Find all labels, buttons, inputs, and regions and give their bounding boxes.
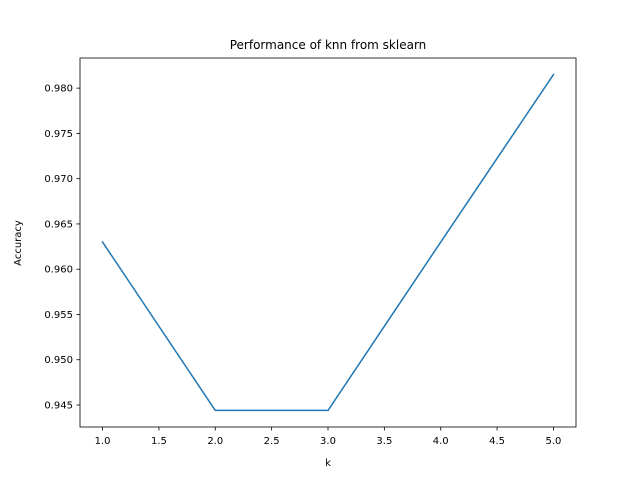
y-tick-label: 0.965 — [44, 219, 73, 230]
x-tick-label: 4.5 — [489, 436, 505, 447]
x-tick-label: 3.5 — [376, 436, 392, 447]
x-tick-label: 2.0 — [207, 436, 223, 447]
y-tick-label: 0.980 — [44, 84, 73, 95]
series-line-0 — [101, 73, 555, 412]
x-tick-label: 1.5 — [151, 436, 167, 447]
x-tick-label: 1.0 — [95, 436, 111, 447]
y-tick-label: 0.975 — [44, 129, 73, 140]
y-tick-label: 0.960 — [44, 265, 73, 276]
y-tick-label: 0.970 — [44, 174, 73, 185]
x-tick-label: 5.0 — [546, 436, 562, 447]
axes-layer: 1.0 1.5 2.0 2.5 3.0 3.5 4.0 4.5 5.0 0.945 0.950 0.9… — [44, 57, 577, 447]
chart-title: Performance of knn from sklearn — [230, 38, 427, 52]
x-tick-label: 3.0 — [320, 436, 336, 447]
plot-layer — [101, 73, 555, 412]
x-axis-title: k — [325, 458, 331, 469]
y-tick-label: 0.950 — [44, 355, 73, 366]
y-tick-label: 0.945 — [44, 401, 73, 412]
y-tick-label: 0.955 — [44, 310, 73, 321]
y-axis-title: Accuracy — [13, 220, 24, 266]
x-tick-label: 2.5 — [264, 436, 280, 447]
x-tick-label: 4.0 — [433, 436, 449, 447]
